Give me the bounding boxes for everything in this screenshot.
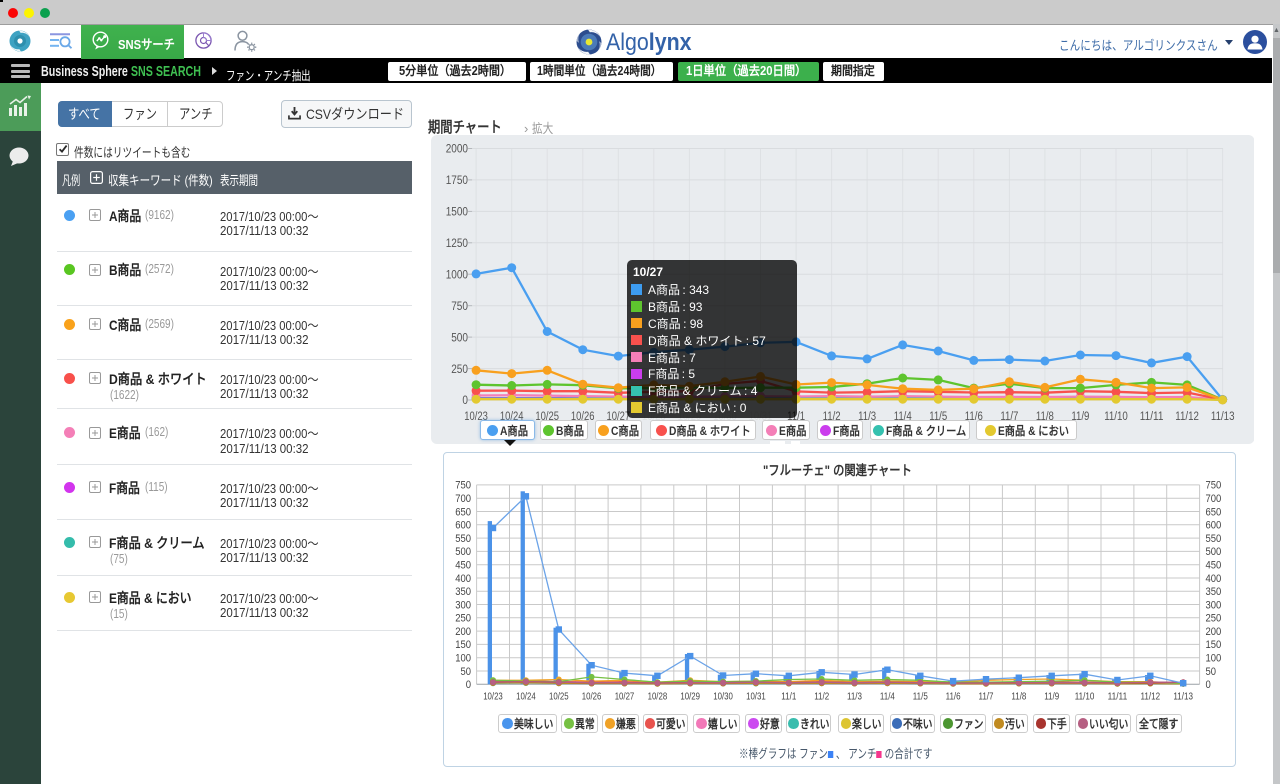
svg-text:250: 250 [455,612,471,624]
svg-text:0: 0 [465,679,470,691]
svg-text:11/4: 11/4 [879,690,894,702]
svg-text:700: 700 [455,493,471,505]
svg-text:11/8: 11/8 [1011,690,1026,702]
svg-text:10/27: 10/27 [614,690,634,702]
svg-text:250: 250 [1205,612,1221,624]
svg-text:11/5: 11/5 [929,411,947,423]
svg-text:450: 450 [455,559,471,571]
svg-text:50: 50 [1205,665,1216,677]
svg-text:10/29: 10/29 [680,690,700,702]
svg-text:200: 200 [455,625,471,637]
svg-text:11/6: 11/6 [964,411,982,423]
svg-text:750: 750 [1205,479,1221,491]
svg-text:11/12: 11/12 [1140,690,1160,702]
svg-text:550: 550 [1205,532,1221,544]
svg-text:11/2: 11/2 [822,411,840,423]
svg-text:100: 100 [1205,652,1221,664]
svg-text:150: 150 [455,639,471,651]
svg-text:10/25: 10/25 [549,690,569,702]
svg-text:10/23: 10/23 [464,411,488,423]
svg-text:11/3: 11/3 [847,690,862,702]
svg-text:11/11: 11/11 [1139,411,1163,423]
svg-text:300: 300 [1205,599,1221,611]
svg-text:750: 750 [451,299,468,313]
svg-text:11/7: 11/7 [978,690,993,702]
svg-text:11/9: 11/9 [1071,411,1089,423]
svg-text:11/10: 11/10 [1074,690,1094,702]
svg-text:11/4: 11/4 [893,411,912,423]
svg-text:650: 650 [455,506,471,518]
svg-text:10/26: 10/26 [581,690,601,702]
svg-text:11/7: 11/7 [1000,411,1018,423]
svg-text:11/13: 11/13 [1173,690,1193,702]
svg-text:10/30: 10/30 [713,690,733,702]
svg-text:700: 700 [1205,493,1221,505]
svg-text:250: 250 [451,362,468,376]
svg-text:650: 650 [1205,506,1221,518]
svg-text:1750: 1750 [445,173,468,187]
svg-text:100: 100 [455,652,471,664]
svg-text:0: 0 [1205,679,1210,691]
svg-text:350: 350 [455,586,471,598]
svg-text:11/11: 11/11 [1107,690,1127,702]
svg-text:1000: 1000 [445,267,468,281]
svg-text:11/10: 11/10 [1104,411,1128,423]
svg-text:400: 400 [455,572,471,584]
svg-text:10/25: 10/25 [535,411,559,423]
svg-text:11/3: 11/3 [858,411,876,423]
svg-text:450: 450 [1205,559,1221,571]
svg-text:500: 500 [451,330,468,344]
svg-text:50: 50 [460,665,471,677]
svg-text:11/12: 11/12 [1175,411,1199,423]
svg-text:500: 500 [1205,546,1221,558]
svg-text:10/24: 10/24 [499,411,523,423]
svg-text:11/6: 11/6 [945,690,960,702]
svg-text:10/26: 10/26 [570,411,594,423]
svg-text:0: 0 [462,393,468,407]
svg-text:10/23: 10/23 [483,690,503,702]
svg-text:11/1: 11/1 [781,690,796,702]
svg-text:300: 300 [455,599,471,611]
svg-text:550: 550 [455,532,471,544]
svg-text:500: 500 [455,546,471,558]
svg-text:2000: 2000 [445,142,468,156]
svg-text:600: 600 [1205,519,1221,531]
svg-text:11/2: 11/2 [814,690,829,702]
svg-text:400: 400 [1205,572,1221,584]
svg-text:10/31: 10/31 [746,690,766,702]
svg-text:600: 600 [455,519,471,531]
svg-text:11/8: 11/8 [1035,411,1053,423]
svg-text:10/27: 10/27 [606,411,630,423]
svg-text:11/13: 11/13 [1210,411,1234,423]
svg-text:750: 750 [455,479,471,491]
svg-text:11/5: 11/5 [912,690,927,702]
svg-text:10/28: 10/28 [647,690,667,702]
svg-text:350: 350 [1205,586,1221,598]
svg-text:1500: 1500 [445,205,468,219]
svg-text:10/24: 10/24 [516,690,536,702]
svg-text:11/9: 11/9 [1044,690,1059,702]
svg-text:150: 150 [1205,639,1221,651]
svg-text:200: 200 [1205,625,1221,637]
svg-text:1250: 1250 [445,236,468,250]
